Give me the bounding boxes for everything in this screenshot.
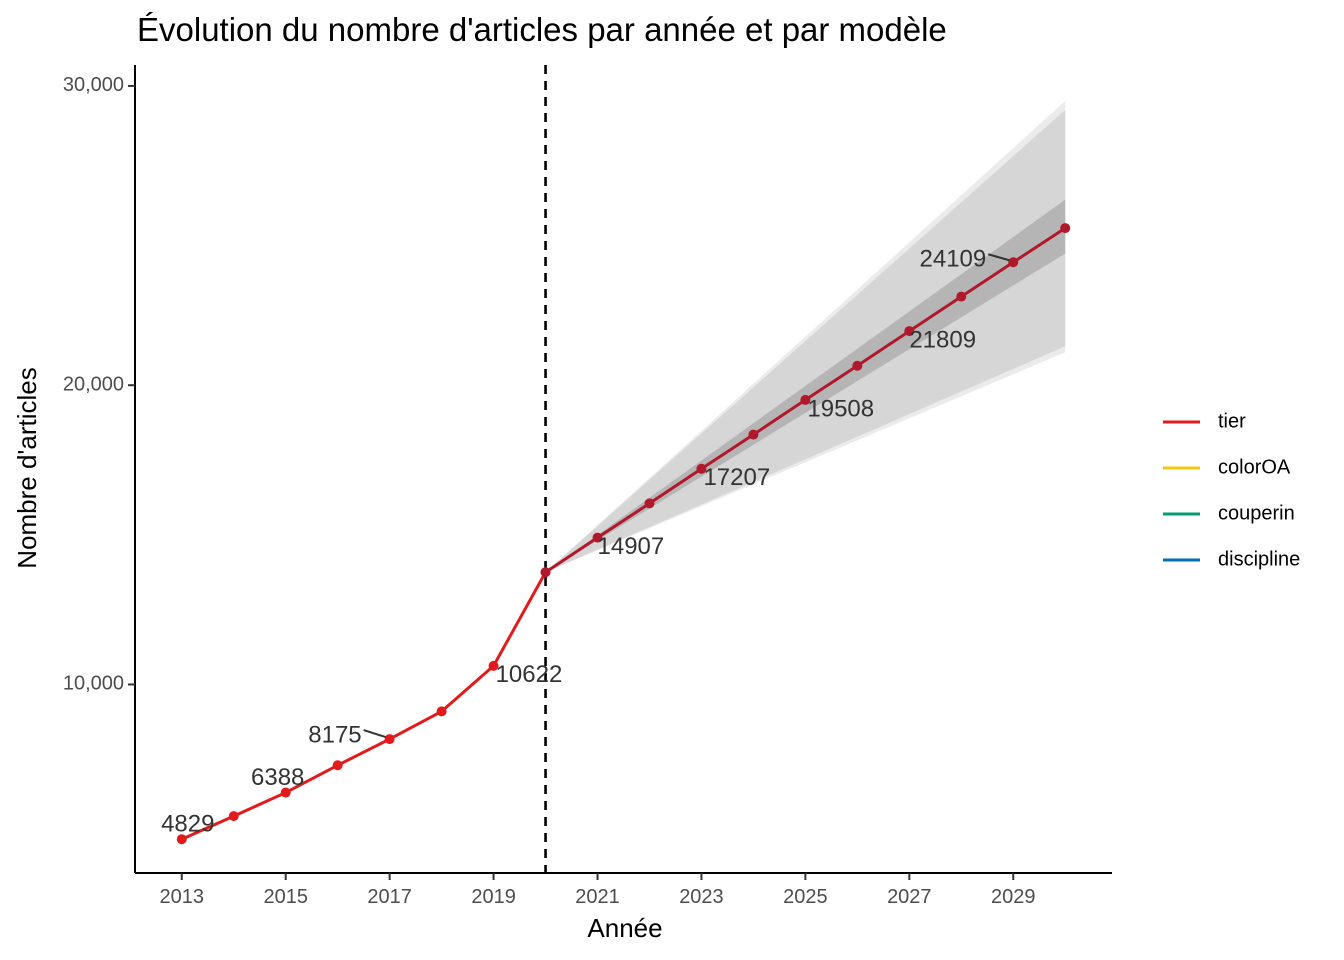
data-label: 24109 [920, 246, 987, 273]
x-tick-label: 2023 [679, 886, 724, 908]
y-tick-label: 20,000 [63, 373, 124, 395]
data-point [696, 463, 707, 474]
data-label: 10622 [496, 661, 563, 688]
x-tick-label: 2019 [471, 886, 516, 908]
forecast-bands [545, 100, 1066, 573]
data-label: 6388 [251, 764, 304, 791]
data-label: 8175 [308, 721, 361, 748]
y-tick-label: 30,000 [63, 74, 124, 96]
x-tick-label: 2015 [263, 886, 308, 908]
y-axis-title: Nombre d'articles [12, 367, 42, 568]
legend-label-colorOA: colorOA [1218, 456, 1291, 478]
data-point [332, 760, 343, 771]
data-point [436, 706, 447, 717]
legend-label-couperin: couperin [1218, 502, 1295, 524]
legend-label-tier: tier [1218, 410, 1246, 432]
legend: tier colorOA couperin discipline [1163, 410, 1300, 570]
data-point [852, 360, 863, 371]
data-label: 14907 [598, 533, 665, 560]
data-point [800, 394, 811, 405]
label-leader-line [363, 729, 386, 739]
chart-title: Évolution du nombre d'articles par année… [137, 11, 947, 48]
forecast-band-outer [545, 100, 1066, 573]
data-point [540, 567, 551, 578]
data-point [280, 787, 291, 798]
data-point [904, 326, 915, 337]
x-tick-label: 2021 [575, 886, 620, 908]
data-label: 17207 [703, 464, 770, 491]
x-axis-title: Année [587, 913, 662, 943]
data-point [592, 532, 603, 543]
y-tick-label: 10,000 [63, 673, 124, 695]
label-leader-line [987, 253, 1010, 262]
data-label: 19508 [807, 395, 874, 422]
series-line-observed [181, 571, 547, 841]
data-point [228, 811, 239, 822]
x-tick-label: 2029 [991, 886, 1036, 908]
x-tick-label: 2027 [887, 886, 932, 908]
series-points [176, 223, 1071, 845]
data-point [1008, 257, 1019, 268]
forecast-band-inner [545, 199, 1066, 573]
x-tick-label: 2025 [783, 886, 828, 908]
data-label: 21809 [909, 326, 976, 353]
data-point [384, 734, 395, 745]
legend-label-discipline: discipline [1218, 548, 1300, 570]
data-point [644, 498, 655, 509]
forecast-band-mid [545, 109, 1066, 573]
data-point [176, 834, 187, 845]
data-point [488, 660, 499, 671]
data-point [1060, 223, 1071, 234]
x-tick-label: 2017 [367, 886, 412, 908]
x-tick-label: 2013 [160, 886, 205, 908]
axes: 2013 2015 2017 2019 2021 2023 2025 2027 2029 10,0… [63, 65, 1112, 908]
data-point [956, 291, 967, 302]
data-point [748, 429, 759, 440]
data-label: 4829 [161, 811, 214, 838]
